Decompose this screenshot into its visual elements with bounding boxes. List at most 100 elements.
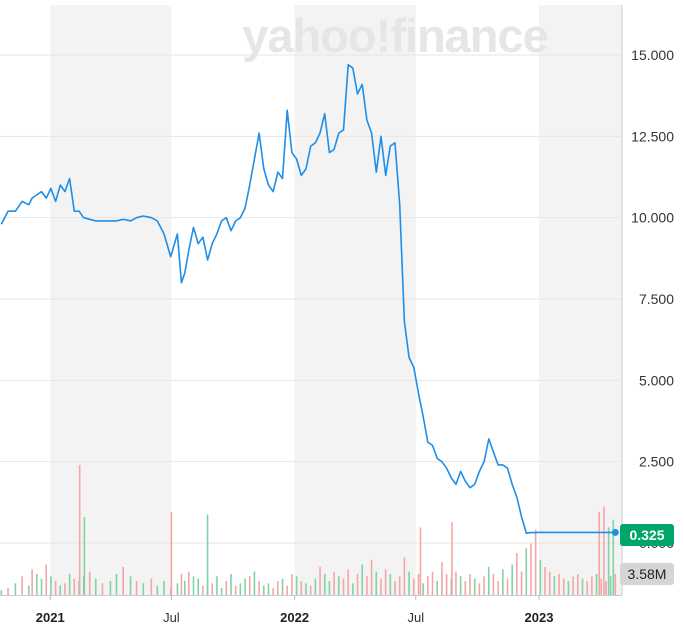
volume-bar bbox=[54, 580, 57, 595]
volume-bar bbox=[64, 583, 66, 595]
volume-bar bbox=[539, 559, 542, 595]
volume-bar bbox=[605, 580, 607, 595]
volume-bar bbox=[163, 580, 165, 595]
volume-bar bbox=[356, 573, 359, 595]
volume-bar bbox=[600, 578, 603, 595]
volume-bar bbox=[129, 576, 132, 595]
volume-bar bbox=[109, 580, 112, 595]
volume-bar bbox=[180, 573, 183, 595]
volume-bar bbox=[591, 576, 593, 595]
volume-bar bbox=[567, 580, 570, 595]
gridlines bbox=[0, 54, 622, 544]
volume-bar bbox=[534, 529, 537, 595]
volume-bar bbox=[94, 578, 97, 595]
volume-bar bbox=[27, 585, 30, 595]
x-tick-label: 2022 bbox=[280, 610, 309, 625]
volume-bar bbox=[553, 576, 556, 595]
volume-bar bbox=[497, 580, 499, 595]
volume-bar bbox=[419, 527, 422, 595]
volume-bar bbox=[309, 585, 312, 595]
volume-bar bbox=[40, 578, 43, 595]
volume-bar bbox=[323, 573, 326, 595]
y-tick-label: 15.000 bbox=[631, 47, 674, 63]
last-price-label: 0.325 bbox=[629, 527, 664, 543]
last-price-dot bbox=[611, 528, 619, 536]
volume-bar bbox=[216, 576, 218, 595]
volume-bar bbox=[464, 580, 467, 595]
volume-bar bbox=[267, 583, 270, 595]
volume-bar bbox=[248, 576, 251, 595]
volume-bar bbox=[380, 578, 382, 595]
volume-bar bbox=[170, 511, 173, 595]
volume-bar bbox=[272, 587, 274, 595]
volume-bar bbox=[431, 571, 434, 595]
volume-bar bbox=[511, 564, 513, 595]
volume-bar bbox=[558, 573, 560, 595]
volume-bar bbox=[366, 576, 368, 595]
volume-bar bbox=[469, 573, 471, 595]
volume-bar bbox=[59, 585, 62, 595]
volume-bar bbox=[291, 573, 293, 595]
volume-bar bbox=[445, 573, 448, 595]
y-tick-label: 7.500 bbox=[639, 291, 674, 307]
volume-bar bbox=[305, 583, 307, 595]
volume-bar bbox=[394, 580, 396, 595]
volume-bar bbox=[451, 522, 453, 595]
y-tick-label: 12.500 bbox=[631, 128, 674, 144]
x-axis: 2021 Jul 2022 Jul 2023 bbox=[36, 595, 554, 625]
volume-bar bbox=[253, 571, 256, 595]
volume-bar bbox=[73, 578, 76, 595]
volume-bar bbox=[197, 578, 199, 595]
volume-bar bbox=[0, 590, 3, 595]
volume-bar bbox=[581, 578, 584, 595]
x-tick-label: Jul bbox=[407, 610, 424, 625]
volume-bar bbox=[328, 580, 331, 595]
volume-bar bbox=[21, 576, 23, 595]
volume-bar bbox=[473, 578, 476, 595]
volume-bar bbox=[530, 543, 532, 595]
volume-bar bbox=[586, 580, 588, 595]
volume-bar bbox=[384, 569, 387, 595]
volume-bar bbox=[319, 566, 321, 595]
volume-bar bbox=[361, 564, 364, 595]
volume-bars bbox=[0, 465, 617, 595]
volume-bar bbox=[281, 578, 284, 595]
volume-bar bbox=[525, 548, 528, 595]
x-tick-label: 2023 bbox=[525, 610, 554, 625]
volume-bar bbox=[277, 580, 279, 595]
volume-bar bbox=[68, 573, 71, 595]
volume-bar bbox=[258, 580, 260, 595]
volume-bar bbox=[577, 573, 579, 595]
volume-bar bbox=[375, 571, 378, 595]
volume-bar bbox=[455, 571, 457, 595]
volume-bar bbox=[403, 557, 406, 595]
volume-bar bbox=[492, 573, 495, 595]
volume-bar bbox=[314, 578, 317, 595]
volume-bar bbox=[183, 580, 186, 595]
volume-bar bbox=[176, 583, 179, 595]
volume-bar bbox=[478, 583, 481, 595]
price-series bbox=[0, 64, 619, 536]
volume-bar bbox=[295, 576, 298, 595]
volume-bar bbox=[412, 578, 415, 595]
volume-bar bbox=[614, 573, 617, 595]
volume-bar bbox=[544, 566, 546, 595]
volume-bar bbox=[286, 585, 289, 595]
volume-bar bbox=[607, 527, 610, 595]
volume-bar bbox=[150, 578, 153, 595]
volume-bar bbox=[122, 566, 124, 595]
y-tick-label: 10.000 bbox=[631, 210, 674, 226]
volume-bar bbox=[211, 583, 214, 595]
volume-bar bbox=[548, 571, 551, 595]
volume-bar bbox=[389, 573, 392, 595]
period-shading bbox=[0, 5, 623, 596]
shaded-band bbox=[50, 5, 172, 595]
volume-bar bbox=[101, 583, 104, 595]
y-tick-label: 5.000 bbox=[639, 372, 674, 388]
volume-bar bbox=[417, 573, 420, 595]
volume-bar bbox=[609, 576, 612, 595]
last-volume-badge: 3.58M bbox=[620, 563, 674, 585]
volume-bar bbox=[572, 576, 574, 595]
